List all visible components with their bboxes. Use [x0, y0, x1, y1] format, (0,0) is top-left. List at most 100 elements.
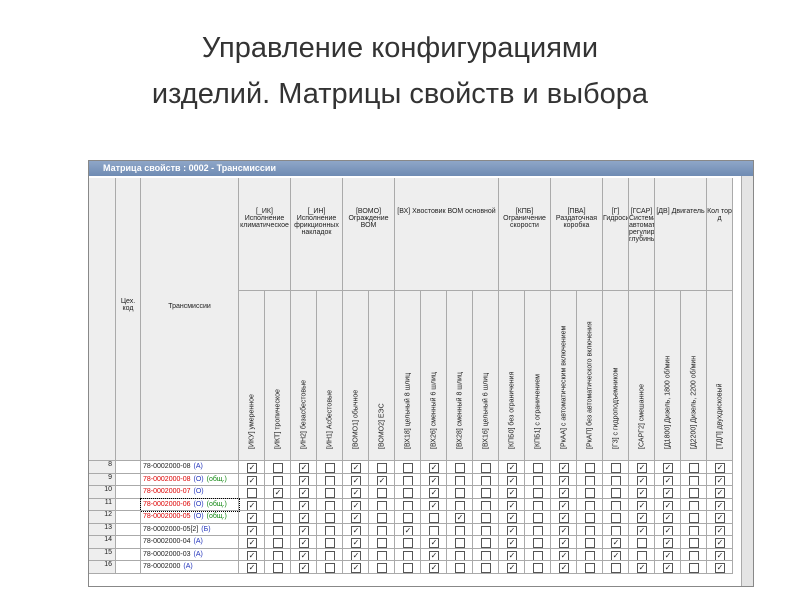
- checkbox: ✓: [559, 500, 569, 511]
- sub-header-label: [КПБ0] без ограничения: [508, 371, 515, 449]
- sub-header-label: [ИКТ] тропическое: [274, 389, 281, 449]
- checkbox: [325, 500, 335, 511]
- checkbox: ✓: [299, 563, 309, 573]
- checkbox: ✓: [429, 563, 439, 573]
- row-code: [116, 548, 141, 561]
- row-name-text: 78-0002000-08: [143, 463, 191, 470]
- checkbox: ✓: [429, 538, 439, 548]
- sub-header: [ИКТ] тропическое: [265, 291, 291, 461]
- check-cell: ✓: [239, 498, 265, 511]
- sub-header: [ВХ18] цельный 8 шлиц: [395, 291, 421, 461]
- checkbox: [403, 500, 413, 511]
- check-cell: ✓: [551, 536, 577, 549]
- checkbox: ✓: [637, 488, 647, 498]
- check-cell: ✓: [655, 536, 681, 549]
- row-num: 16: [89, 561, 116, 574]
- check-cell: [265, 536, 291, 549]
- checkbox: ✓: [247, 563, 257, 573]
- check-cell: ✓: [239, 511, 265, 524]
- checkbox: [481, 525, 491, 536]
- checkbox: ✓: [559, 513, 569, 523]
- checkbox: ✓: [637, 563, 647, 573]
- row-tag: (О): [193, 475, 204, 483]
- checkbox: [533, 538, 543, 548]
- checkbox: [481, 475, 491, 486]
- check-cell: ✓: [707, 523, 733, 536]
- check-cell: ✓: [239, 561, 265, 574]
- checkbox: [481, 550, 491, 561]
- check-cell: [603, 511, 629, 524]
- check-cell: ✓: [343, 523, 369, 536]
- checkbox: ✓: [663, 525, 673, 536]
- checkbox: ✓: [663, 513, 673, 523]
- row-tag: (О): [193, 488, 204, 495]
- check-cell: ✓: [655, 498, 681, 511]
- checkbox: [533, 463, 543, 473]
- sub-header: [Д1800] Дизель, 1800 об/мин: [655, 291, 681, 461]
- sub-header-label: [ИН2] безасбестовые: [300, 379, 307, 449]
- check-cell: [317, 511, 343, 524]
- sub-header: [ИКУ] умеренное: [239, 291, 265, 461]
- row-num: 15: [89, 548, 116, 561]
- check-cell: ✓: [239, 536, 265, 549]
- row-code: [116, 473, 141, 486]
- sub-header: [РкАП] без автоматического включения: [577, 291, 603, 461]
- check-cell: ✓: [655, 473, 681, 486]
- check-cell: ✓: [239, 523, 265, 536]
- check-cell: ✓: [629, 561, 655, 574]
- check-cell: [577, 511, 603, 524]
- checkbox: ✓: [429, 550, 439, 561]
- checkbox: ✓: [351, 563, 361, 573]
- row-code: [116, 498, 141, 511]
- check-cell: ✓: [343, 486, 369, 499]
- checkbox: [247, 488, 257, 498]
- code-header: Цех. код: [116, 178, 141, 461]
- check-cell: [369, 548, 395, 561]
- checkbox: ✓: [559, 550, 569, 561]
- check-cell: ✓: [655, 548, 681, 561]
- row-num-header: [89, 178, 116, 461]
- sub-header: [ТДП] двухдисковый: [707, 291, 733, 461]
- row-name-text: 78-0002000-03: [143, 550, 191, 558]
- check-cell: [447, 473, 473, 486]
- checkbox: [403, 513, 413, 523]
- row-name: 78-0002000-06 (О) (общ.): [140, 497, 240, 512]
- checkbox: [689, 475, 699, 486]
- check-cell: [577, 561, 603, 574]
- checkbox: [429, 513, 439, 523]
- check-cell: ✓: [629, 486, 655, 499]
- checkbox: [585, 525, 595, 536]
- sub-header-label: [ВХ18] цельный 8 шлиц: [404, 372, 411, 449]
- check-cell: [681, 498, 707, 511]
- sub-header-label: [ВХ16] цельный 6 шлиц: [482, 372, 489, 449]
- checkbox: ✓: [247, 500, 257, 511]
- checkbox: [689, 525, 699, 536]
- check-cell: [421, 523, 447, 536]
- checkbox: [585, 538, 595, 548]
- checkbox: [689, 513, 699, 523]
- row-name: 78-0002000-05 (О) (общ.): [141, 511, 239, 524]
- check-cell: [603, 561, 629, 574]
- check-cell: ✓: [499, 498, 525, 511]
- row-tag: (А): [193, 550, 203, 558]
- checkbox: [377, 550, 387, 561]
- check-cell: ✓: [343, 548, 369, 561]
- check-cell: ✓: [239, 473, 265, 486]
- row-tag: (общ.): [206, 500, 227, 508]
- row-num: 11: [89, 498, 116, 511]
- checkbox: [273, 538, 283, 548]
- check-cell: ✓: [291, 461, 317, 474]
- row-tag: (общ.): [206, 513, 227, 520]
- checkbox: [403, 475, 413, 486]
- check-cell: [447, 561, 473, 574]
- check-cell: ✓: [343, 561, 369, 574]
- checkbox: ✓: [351, 488, 361, 498]
- check-cell: [629, 548, 655, 561]
- check-cell: [395, 536, 421, 549]
- checkbox: ✓: [247, 525, 257, 536]
- check-cell: [317, 461, 343, 474]
- check-cell: [681, 561, 707, 574]
- checkbox: [455, 550, 465, 561]
- check-cell: [577, 461, 603, 474]
- checkbox: ✓: [715, 525, 725, 536]
